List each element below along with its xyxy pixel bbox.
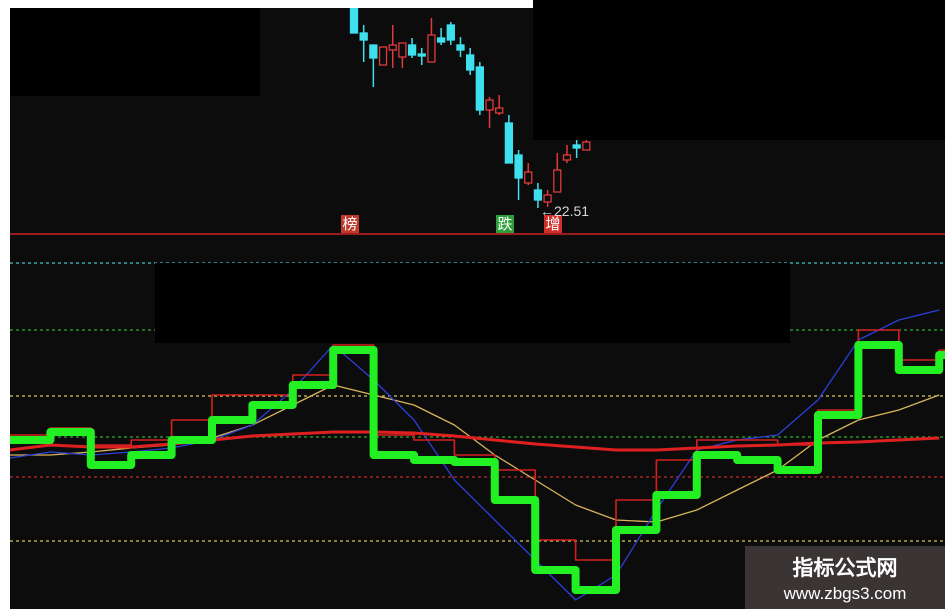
masked-region-top-strip xyxy=(10,0,533,8)
signal-badge xyxy=(341,215,359,233)
candle xyxy=(485,97,494,128)
signal-badge xyxy=(544,215,562,233)
candle-body xyxy=(378,46,388,66)
candle xyxy=(562,145,572,163)
signal-label: 榜 xyxy=(342,215,357,233)
candle-body xyxy=(407,44,417,56)
candle-body xyxy=(417,53,426,57)
low-price-label: ←22.51 xyxy=(540,203,589,219)
watermark-title: 指标公式网 xyxy=(792,556,898,580)
candle xyxy=(407,38,417,58)
candle-body xyxy=(524,171,533,184)
watermark-url: www.zbgs3.com xyxy=(783,584,907,603)
candle-body xyxy=(456,44,465,51)
candle xyxy=(427,18,436,63)
candle-body xyxy=(504,122,514,164)
candle-body xyxy=(553,169,562,193)
signal-badge xyxy=(496,215,514,233)
candle xyxy=(436,28,446,45)
candle xyxy=(572,140,581,158)
candle-body xyxy=(562,154,572,161)
candle xyxy=(495,95,504,115)
candle-body xyxy=(485,99,494,111)
candle-body xyxy=(475,66,484,111)
candle xyxy=(466,48,475,75)
candle-body xyxy=(543,194,552,203)
candle-body xyxy=(398,42,407,58)
candle xyxy=(369,44,378,87)
candle xyxy=(553,153,562,193)
indicator-line xyxy=(10,341,945,594)
candle-body xyxy=(359,32,368,41)
candle xyxy=(388,25,397,68)
candle-body xyxy=(369,44,378,59)
masked-region-top-left xyxy=(10,8,260,96)
candlestick-series xyxy=(349,0,591,208)
candle-body xyxy=(533,189,543,201)
indicator-line xyxy=(9,309,940,601)
candle xyxy=(359,25,368,62)
candle xyxy=(446,22,455,45)
candle xyxy=(543,190,552,207)
candle-body xyxy=(349,0,359,34)
candle-body xyxy=(466,54,475,71)
candle xyxy=(378,46,388,66)
candle xyxy=(456,37,465,57)
candle xyxy=(398,42,407,68)
candle-body xyxy=(582,141,591,151)
candle xyxy=(582,140,591,151)
candle xyxy=(504,115,514,164)
watermark: 指标公式网 www.zbgs3.com xyxy=(745,546,945,609)
signal-label: 增 xyxy=(545,215,560,233)
candle xyxy=(417,48,426,65)
candle xyxy=(524,163,533,185)
candle-body xyxy=(495,107,504,114)
indicator-series xyxy=(9,309,945,601)
candle xyxy=(533,183,543,208)
masked-region-top-right xyxy=(533,0,945,140)
candle xyxy=(514,150,523,200)
left-border xyxy=(0,0,10,609)
masked-region-indicator xyxy=(155,263,790,343)
candle-body xyxy=(514,154,523,179)
candle-body xyxy=(436,37,446,43)
candle xyxy=(475,62,484,115)
candle-body xyxy=(446,24,455,41)
signal-label: 跌 xyxy=(497,215,512,233)
candle-body xyxy=(572,144,581,149)
candle-body xyxy=(388,44,397,51)
signal-markers: 榜跌增 xyxy=(341,215,562,233)
candle-body xyxy=(427,34,436,63)
